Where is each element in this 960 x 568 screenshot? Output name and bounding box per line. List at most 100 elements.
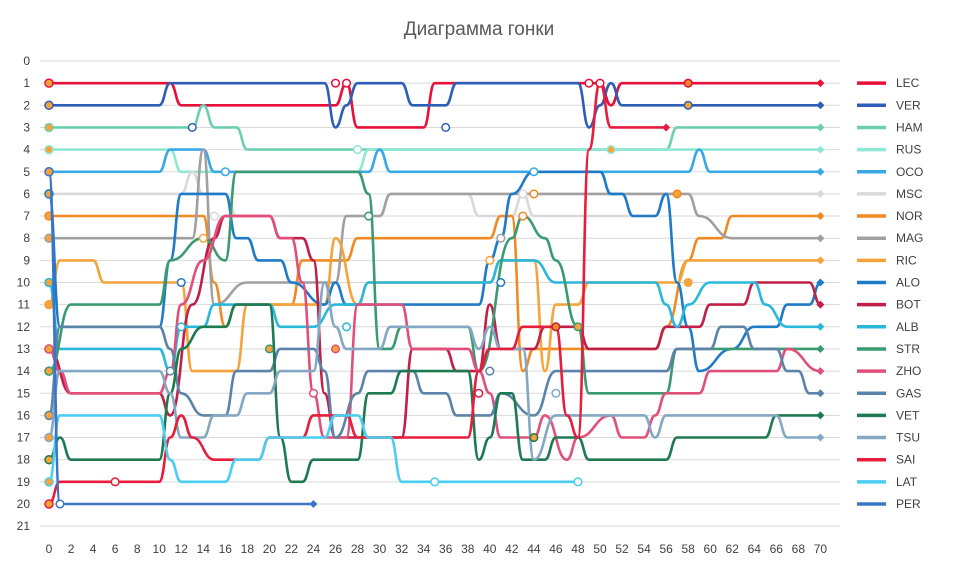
pit-marker	[551, 388, 561, 398]
pit-marker	[353, 145, 363, 155]
pit-marker	[518, 211, 528, 221]
y-tick-label: 9	[23, 253, 30, 267]
x-tick-label: 32	[395, 542, 409, 556]
pit-marker	[683, 100, 693, 110]
series-line-alo	[47, 170, 822, 373]
x-tick-label: 30	[373, 542, 387, 556]
pit-marker	[264, 344, 274, 354]
pit-marker	[595, 78, 605, 88]
series-line-ham	[47, 104, 822, 151]
pit-marker	[55, 499, 65, 509]
pit-marker	[165, 366, 175, 376]
x-tick-label: 50	[593, 542, 607, 556]
y-tick-label: 12	[17, 320, 31, 334]
chart-title: Диаграмма гонки	[404, 19, 555, 40]
pit-marker	[529, 189, 539, 199]
pit-marker	[672, 189, 682, 199]
end-marker	[816, 145, 825, 154]
x-tick-label: 68	[792, 542, 806, 556]
pit-marker	[198, 233, 208, 243]
start-marker	[44, 78, 54, 88]
x-tick-label: 26	[329, 542, 343, 556]
series-line-oco	[47, 148, 822, 174]
y-tick-label: 3	[23, 120, 30, 134]
y-tick-label: 15	[17, 386, 31, 400]
start-marker	[44, 366, 54, 376]
legend-label: HAM	[896, 120, 923, 134]
y-tick-label: 18	[17, 453, 31, 467]
pit-marker	[529, 433, 539, 443]
x-tick-label: 34	[417, 542, 431, 556]
start-marker	[44, 144, 54, 155]
x-tick-label: 16	[219, 542, 233, 556]
x-tick-label: 22	[285, 542, 299, 556]
x-tick-label: 20	[263, 542, 277, 556]
end-marker	[816, 344, 825, 353]
x-tick-label: 52	[615, 542, 629, 556]
x-tick-label: 58	[681, 542, 695, 556]
pit-marker	[551, 322, 561, 332]
x-axis-ticks: 0 2 4 6 8 10 12 14 16 18 20 22 24 26 28 30 32 34 36 38 40 42 4…	[46, 542, 828, 556]
legend-label: MAG	[896, 231, 923, 245]
legend-label: BOT	[896, 298, 921, 312]
x-tick-label: 12	[175, 542, 189, 556]
y-tick-label: 16	[17, 408, 31, 422]
x-tick-label: 40	[483, 542, 497, 556]
end-marker	[816, 300, 825, 309]
y-tick-label: 0	[23, 54, 30, 68]
x-tick-label: 54	[637, 542, 651, 556]
start-marker	[44, 344, 54, 354]
series-line-lec	[47, 81, 822, 129]
legend-label: RUS	[896, 143, 921, 157]
y-tick-label: 19	[17, 475, 31, 489]
pit-marker	[430, 477, 440, 487]
end-marker	[816, 101, 825, 110]
end-marker	[662, 123, 671, 132]
legend-label: LEC	[896, 76, 920, 90]
x-tick-label: 8	[134, 542, 141, 556]
pit-marker	[683, 277, 693, 288]
y-tick-label: 17	[17, 431, 31, 445]
y-tick-label: 11	[18, 298, 31, 312]
pit-marker	[341, 78, 352, 88]
pit-marker	[496, 277, 506, 288]
series-line-lat	[47, 414, 580, 484]
pit-marker	[518, 189, 528, 199]
series-line-per	[47, 170, 315, 506]
y-tick-label: 1	[23, 76, 30, 90]
end-marker	[816, 234, 825, 243]
x-tick-label: 14	[197, 542, 211, 556]
legend-label: PER	[896, 497, 921, 511]
end-marker	[816, 256, 825, 265]
end-marker	[816, 433, 825, 442]
series-line-tsu	[47, 281, 822, 461]
legend-label: RIC	[896, 253, 917, 267]
x-tick-label: 18	[241, 542, 255, 556]
legend-label: ALO	[896, 276, 920, 290]
legend-label: TSU	[896, 431, 920, 445]
pit-marker	[341, 322, 352, 332]
y-tick-label: 13	[17, 342, 31, 356]
end-marker	[816, 322, 825, 331]
x-tick-label: 48	[571, 542, 585, 556]
end-marker	[816, 367, 825, 376]
x-tick-label: 56	[659, 542, 673, 556]
series-line-vet	[47, 303, 822, 484]
end-marker	[816, 278, 825, 287]
legend: LEC VER HAM RUS OCO MSC NOR MAG RIC ALO BOT ALB STR Z…	[857, 76, 923, 511]
x-tick-label: 10	[153, 542, 167, 556]
x-tick-label: 28	[351, 542, 365, 556]
y-tick-label: 14	[17, 364, 31, 378]
legend-label: LAT	[896, 475, 918, 489]
start-marker	[44, 410, 54, 421]
y-tick-label: 5	[23, 165, 30, 179]
pit-marker	[485, 255, 495, 265]
pit-marker	[584, 78, 594, 88]
pit-marker	[441, 122, 451, 132]
x-tick-label: 62	[726, 542, 740, 556]
pit-marker	[220, 167, 230, 177]
start-marker	[44, 432, 54, 443]
end-marker	[816, 212, 825, 221]
pit-marker	[110, 477, 120, 487]
